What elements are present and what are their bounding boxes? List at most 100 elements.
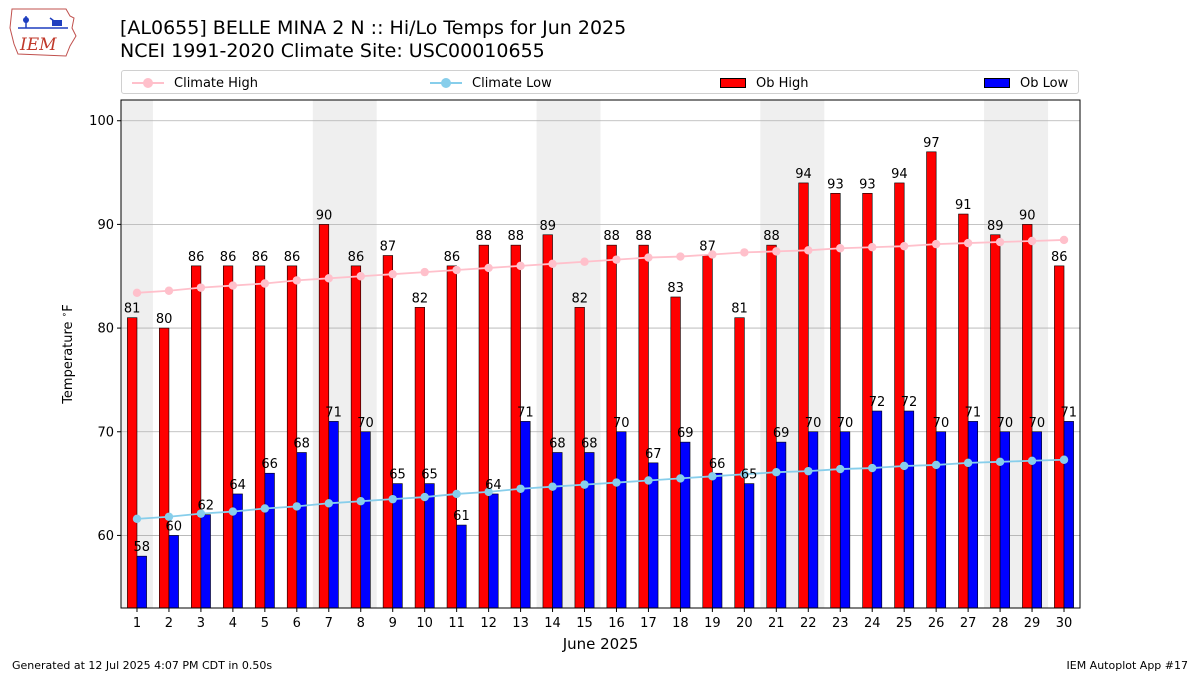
ob-low-value-label: 70 [997, 416, 1014, 431]
climate-high-point [740, 248, 749, 257]
ob-low-bar [967, 421, 979, 609]
x-tick-label: 18 [672, 616, 689, 631]
climate-low-point [164, 512, 174, 521]
ob-high-bar [830, 193, 841, 609]
legend-swatch-climate-high [132, 78, 164, 88]
climate-high-point [452, 265, 461, 275]
ob-low-bar [200, 514, 211, 609]
ob-high-value-label: 93 [827, 177, 844, 192]
x-tick-label: 8 [357, 616, 365, 631]
climate-high-point [963, 238, 973, 248]
x-tick-label: 20 [736, 616, 753, 631]
ob-low-bar [552, 452, 563, 609]
x-tick-label: 10 [416, 616, 433, 631]
ob-low-bar [616, 431, 627, 609]
ob-high-value-label: 86 [348, 250, 365, 265]
climate-low-point [612, 478, 621, 487]
iem-logo-text: IEM [19, 35, 57, 55]
climate-high-point [804, 246, 813, 255]
climate-low-point [676, 474, 685, 483]
climate-low-point [356, 497, 365, 506]
ob-low-value-label: 67 [645, 447, 662, 462]
climate-low-point [804, 466, 813, 476]
climate-high-point [836, 244, 845, 253]
x-tick-label: 12 [480, 616, 497, 631]
climate-low-point [260, 504, 270, 513]
ob-low-value-label: 65 [421, 468, 438, 483]
climate-high-point [132, 288, 142, 298]
ob-high-bar [702, 255, 713, 609]
ob-high-bar [638, 244, 649, 609]
x-tick-label: 11 [448, 616, 465, 631]
legend-item-ob-low: Ob Low [984, 74, 1068, 92]
climate-high-point [196, 283, 206, 292]
ob-high-bar [542, 234, 553, 609]
ob-high-bar [127, 317, 138, 609]
ob-low-bar [136, 555, 147, 609]
climate-low-point [836, 464, 845, 474]
ob-low-value-label: 69 [773, 426, 790, 441]
climate-low-point [228, 507, 238, 516]
ob-low-value-label: 70 [1029, 416, 1046, 431]
x-tick-label: 13 [512, 616, 529, 631]
climate-low-point [452, 489, 461, 499]
ob-low-value-label: 70 [933, 416, 950, 431]
x-tick-label: 15 [576, 616, 593, 631]
climate-high-point [868, 243, 877, 252]
x-tick-label: 22 [800, 616, 817, 631]
x-tick-label: 16 [608, 616, 625, 631]
climate-high-point [516, 261, 525, 271]
ob-low-value-label: 64 [229, 478, 246, 493]
x-tick-label: 2 [165, 616, 173, 631]
ob-high-bar [574, 307, 585, 609]
x-tick-label: 17 [640, 616, 657, 631]
ob-high-value-label: 81 [731, 302, 748, 317]
climate-low-point [420, 492, 429, 502]
ob-low-value-label: 72 [869, 395, 886, 410]
climate-high-point [708, 250, 717, 259]
ob-high-bar [382, 255, 394, 609]
ob-high-value-label: 88 [635, 229, 652, 244]
x-tick-label: 6 [293, 616, 301, 631]
chart-title: [AL0655] BELLE MINA 2 N :: Hi/Lo Temps f… [120, 17, 627, 39]
climate-low-point [772, 467, 781, 477]
ob-high-value-label: 82 [571, 291, 588, 306]
x-tick-label: 3 [197, 616, 205, 631]
climate-low-point [132, 514, 142, 524]
ob-low-bar [648, 462, 659, 609]
ob-low-bar [264, 472, 275, 609]
ob-high-bar [254, 265, 266, 609]
climate-low-point [516, 484, 525, 493]
climate-high-point [931, 239, 941, 249]
climate-low-point [548, 482, 557, 491]
ob-high-value-label: 86 [252, 250, 269, 265]
ob-low-bar [871, 410, 883, 609]
climate-high-point [676, 252, 685, 261]
ob-low-bar [1063, 421, 1074, 609]
legend-label-ob-high: Ob High [756, 75, 809, 91]
ob-low-value-label: 70 [357, 416, 374, 431]
climate-high-point [388, 269, 397, 279]
ob-low-value-label: 66 [709, 457, 726, 472]
ob-high-value-label: 88 [763, 229, 780, 244]
climate-high-point [420, 267, 429, 277]
ob-high-bar [670, 296, 681, 609]
ob-low-value-label: 65 [389, 468, 406, 483]
x-axis-label: June 2025 [562, 635, 639, 653]
legend-item-ob-high: Ob High [720, 74, 809, 92]
ob-high-value-label: 86 [284, 250, 301, 265]
climate-low-point [196, 509, 206, 518]
ob-high-bar [1054, 265, 1065, 609]
chart-legend: Climate High Climate Low Ob High Ob Low [121, 70, 1079, 94]
climate-high-point [484, 263, 493, 273]
climate-low-line [136, 458, 1065, 520]
x-tick-label: 19 [704, 616, 721, 631]
ob-high-value-label: 86 [220, 250, 237, 265]
legend-swatch-ob-high [720, 78, 746, 88]
climate-high-line [136, 239, 1065, 294]
ob-high-bar [510, 244, 521, 609]
ob-low-value-label: 61 [453, 509, 470, 524]
climate-high-point [772, 247, 781, 256]
ob-high-bar [191, 265, 202, 609]
ob-high-bar [734, 317, 745, 609]
